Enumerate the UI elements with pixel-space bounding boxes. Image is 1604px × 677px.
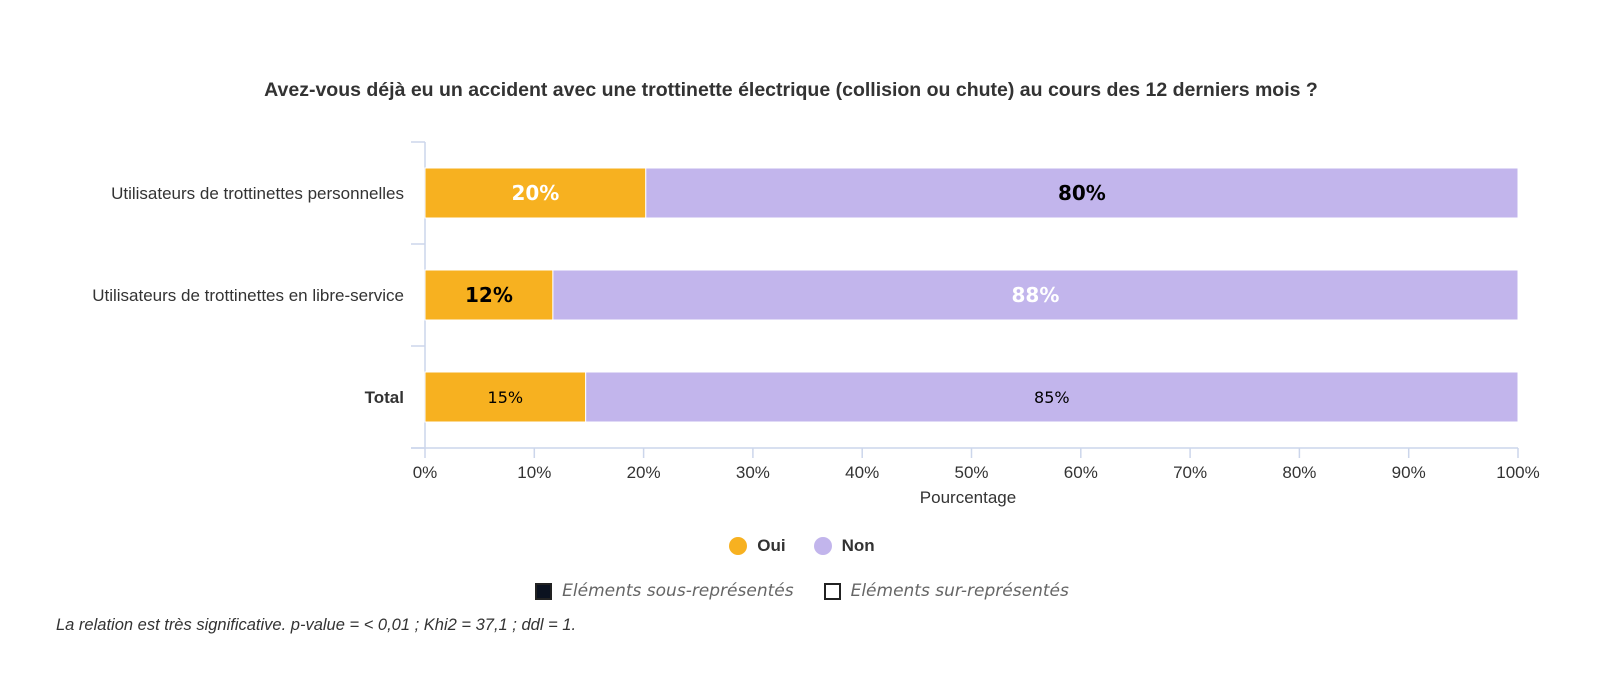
x-tick-label: 20% [627, 463, 661, 482]
legend-item-non[interactable]: Non [813, 536, 875, 556]
category-label: Utilisateurs de trottinettes en libre-se… [92, 286, 404, 305]
x-tick-label: 40% [845, 463, 879, 482]
under-represented-label: Eléments sous-représentés [562, 581, 794, 601]
legend-label-oui: Oui [757, 536, 786, 555]
significance-footnote: La relation est très significative. p-va… [56, 616, 577, 634]
data-label: 15% [488, 388, 524, 407]
bar-oui[interactable] [424, 167, 647, 219]
legend-dot-non [813, 537, 832, 555]
x-axis-title: Pourcentage [920, 488, 1016, 507]
dark-square-icon [535, 582, 553, 600]
bar-non[interactable] [585, 371, 1519, 423]
legend-item-oui[interactable]: Oui [729, 536, 786, 556]
bar-oui[interactable] [424, 269, 554, 321]
representation-legend: Eléments sous-représentés Eléments sur-r… [0, 581, 1604, 601]
over-represented-item: Eléments sur-représentés [823, 581, 1069, 601]
legend: Oui Non [0, 536, 1604, 556]
x-tick-label: 80% [1282, 463, 1316, 482]
x-tick-label: 90% [1392, 463, 1426, 482]
chart-title: Avez-vous déjà eu un accident avec une t… [264, 79, 1318, 101]
bar-non[interactable] [552, 269, 1519, 321]
data-label: 85% [1034, 388, 1070, 407]
legend-label-non: Non [841, 536, 875, 555]
data-label: 20% [511, 181, 559, 205]
x-tick-label: 30% [736, 463, 770, 482]
x-tick-label: 100% [1496, 463, 1539, 482]
bars: 20% 80% 12% 88% 15% 85% [424, 167, 1519, 423]
data-label: 80% [1058, 181, 1106, 205]
x-tick-label: 60% [1064, 463, 1098, 482]
empty-square-icon [823, 582, 841, 600]
x-tick-label: 0% [413, 463, 438, 482]
under-represented-item: Eléments sous-représentés [535, 581, 794, 601]
axes: 0% 10% 20% 30% 40% 50% 60% 70% 80% 90% 100% Utilisa… [92, 141, 1540, 482]
x-tick-label: 50% [954, 463, 988, 482]
legend-dot-oui [729, 537, 748, 555]
x-tick-label: 70% [1173, 463, 1207, 482]
bar-oui[interactable] [424, 371, 587, 423]
x-tick-label: 10% [517, 463, 551, 482]
data-label: 88% [1012, 283, 1060, 307]
bar-non[interactable] [645, 167, 1519, 219]
category-label: Utilisateurs de trottinettes personnelle… [111, 184, 404, 203]
category-label: Total [365, 388, 404, 407]
over-represented-label: Eléments sur-représentés [850, 581, 1069, 601]
data-label: 12% [465, 283, 513, 307]
